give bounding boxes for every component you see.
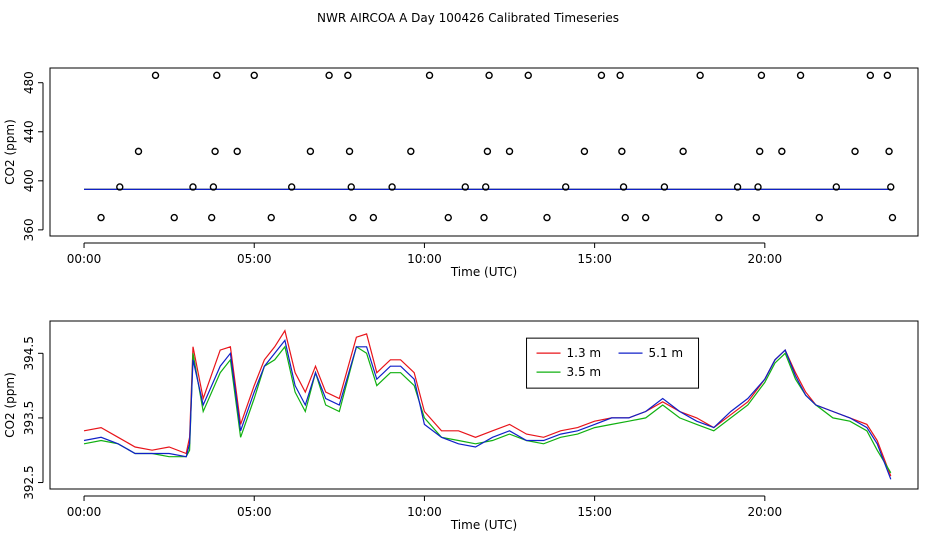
y-axis-label: CO2 (ppm)	[3, 119, 17, 185]
legend-label: 1.3 m	[567, 346, 602, 360]
data-point	[250, 71, 258, 80]
data-point	[561, 183, 570, 191]
data-point	[888, 213, 897, 222]
data-point	[696, 71, 704, 80]
data-point	[461, 183, 469, 191]
data-point	[345, 147, 354, 156]
y-tick-label: 360	[22, 218, 36, 241]
data-point	[134, 147, 143, 156]
data-point	[233, 147, 241, 156]
data-point	[306, 147, 315, 156]
legend-box	[526, 337, 700, 389]
data-point	[756, 147, 764, 156]
y-tick-label: 400	[22, 169, 36, 192]
data-point	[754, 183, 762, 191]
data-point	[388, 183, 396, 191]
data-point	[580, 147, 589, 156]
data-point	[597, 71, 606, 80]
top-scatter-panel: 00:00 05:00 10:00 15:00 20:00 Time (UTC) 360 40…	[3, 67, 919, 279]
data-point	[170, 213, 178, 222]
data-point	[189, 183, 197, 191]
x-tick-label: 15:00	[577, 505, 612, 519]
x-axis-label: Time (UTC)	[450, 265, 517, 279]
data-point	[524, 71, 532, 80]
series-line-1-3-m	[83, 329, 892, 477]
data-point	[287, 183, 296, 191]
data-point	[369, 213, 378, 222]
data-point	[325, 71, 333, 80]
data-point	[211, 147, 219, 156]
data-point	[151, 71, 160, 80]
data-point	[618, 147, 626, 156]
y-tick-label: 480	[22, 71, 36, 94]
data-point	[616, 71, 624, 80]
figure-title: NWR AIRCOA A Day 100426 Calibrated Times…	[317, 11, 619, 25]
data-point	[679, 147, 687, 156]
data-point	[213, 71, 221, 80]
legend: 1.3 m 3.5 m 5.1 m	[526, 337, 700, 389]
data-point	[444, 213, 452, 222]
legend-label: 3.5 m	[567, 365, 602, 379]
data-point	[482, 183, 490, 191]
y-tick-label: 394.5	[22, 336, 36, 370]
data-point	[778, 147, 786, 156]
data-point	[425, 71, 434, 80]
series-line-5-1-m	[83, 339, 892, 480]
data-point	[543, 213, 551, 222]
y-axis-label: CO2 (ppm)	[3, 372, 17, 438]
x-tick-label: 10:00	[407, 252, 442, 266]
data-point	[349, 213, 357, 222]
data-point	[619, 183, 628, 191]
bottom-line-panel: 00:00 05:00 10:00 15:00 20:00 Time (UTC) 392.5…	[3, 320, 919, 532]
x-tick-label: 15:00	[577, 252, 612, 266]
data-point	[851, 147, 859, 156]
x-tick-label: 05:00	[237, 505, 272, 519]
data-point	[887, 183, 895, 191]
data-point	[866, 71, 875, 80]
x-tick-label: 20:00	[748, 252, 783, 266]
x-tick-label: 20:00	[748, 505, 783, 519]
plot-frame	[49, 67, 919, 237]
legend-label: 5.1 m	[649, 346, 684, 360]
x-tick-label: 00:00	[67, 505, 102, 519]
x-tick-label: 00:00	[67, 252, 102, 266]
data-point	[207, 213, 216, 222]
data-point	[347, 183, 355, 191]
data-point	[480, 213, 488, 222]
data-point	[660, 183, 669, 191]
data-point	[344, 71, 352, 80]
x-axis-label: Time (UTC)	[450, 518, 517, 532]
data-point	[815, 213, 823, 222]
data-point	[885, 147, 893, 156]
data-point	[407, 147, 415, 156]
x-tick-label: 05:00	[237, 252, 272, 266]
data-point	[483, 147, 492, 156]
y-tick-label: 440	[22, 120, 36, 143]
data-point	[116, 183, 124, 191]
data-point	[267, 213, 275, 222]
data-point	[505, 147, 514, 156]
data-point	[641, 213, 650, 222]
y-tick-label: 393.5	[22, 401, 36, 435]
y-tick-label: 392.5	[22, 465, 36, 499]
series-line-3-5-m	[83, 345, 892, 474]
data-point	[97, 213, 105, 222]
data-point	[209, 183, 218, 191]
data-point	[485, 71, 493, 80]
data-point	[832, 183, 841, 191]
data-point	[883, 71, 892, 80]
data-point	[757, 71, 766, 80]
data-point	[621, 213, 629, 222]
x-tick-label: 10:00	[407, 505, 442, 519]
data-point	[752, 213, 761, 222]
data-point	[715, 213, 723, 222]
plot-frame	[49, 320, 919, 490]
data-point	[796, 71, 805, 80]
data-point	[733, 183, 742, 191]
